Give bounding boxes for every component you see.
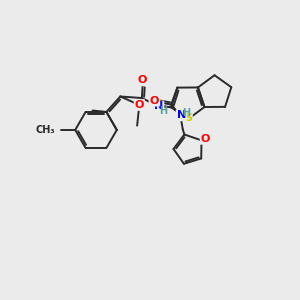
Text: O: O bbox=[150, 96, 159, 106]
Text: H: H bbox=[159, 106, 167, 116]
Text: O: O bbox=[138, 75, 147, 85]
Text: CH₃: CH₃ bbox=[36, 125, 55, 135]
Text: N: N bbox=[177, 110, 186, 120]
Text: S: S bbox=[184, 113, 192, 123]
Text: H: H bbox=[182, 108, 190, 118]
Text: O: O bbox=[201, 134, 210, 144]
Text: O: O bbox=[135, 100, 144, 110]
Text: N: N bbox=[154, 101, 164, 112]
